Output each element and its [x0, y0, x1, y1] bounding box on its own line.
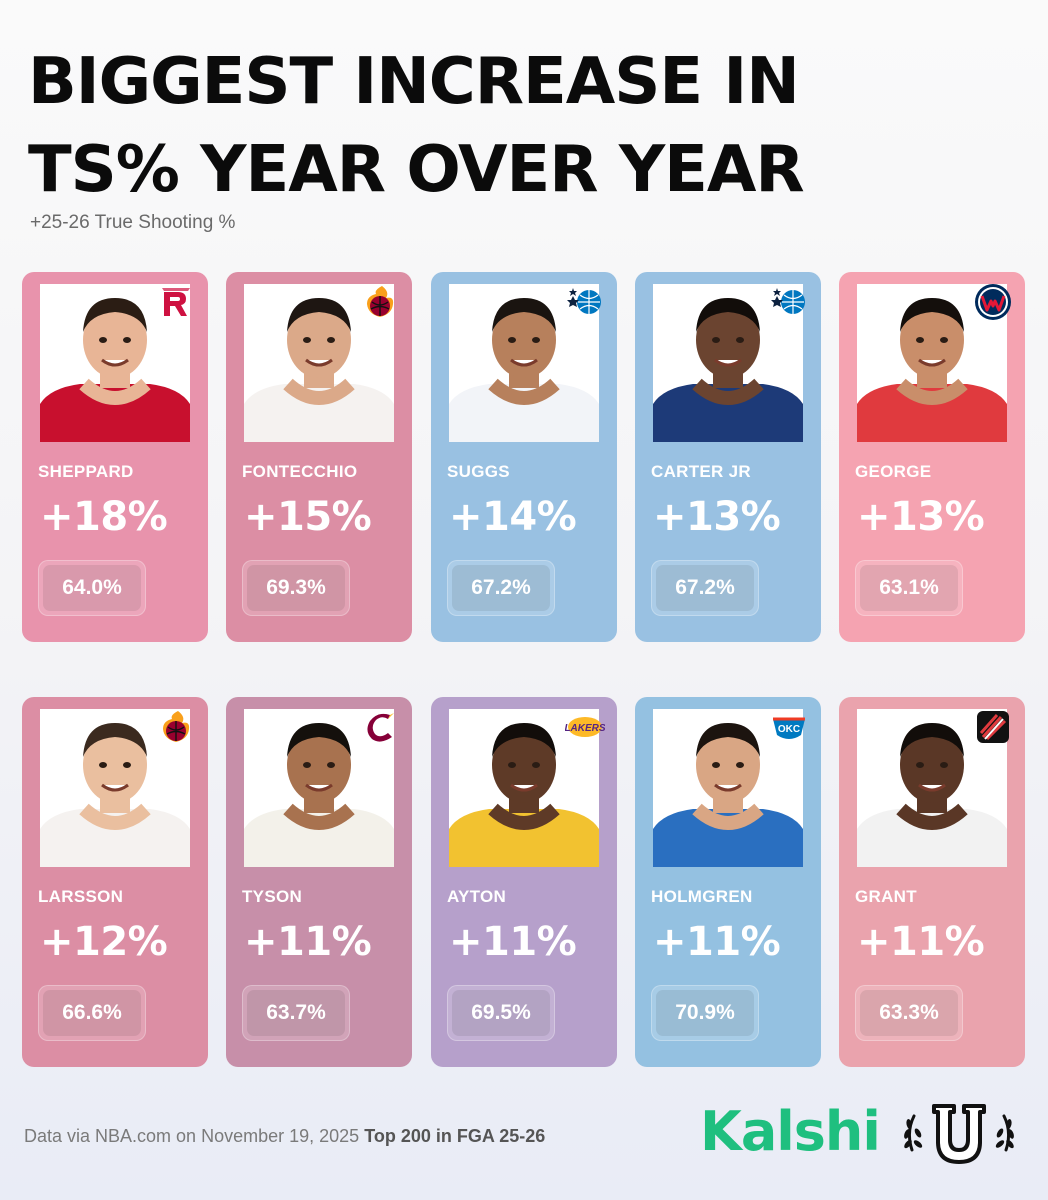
player-name: AYTON	[447, 887, 507, 906]
ts-increase: +11%	[857, 919, 985, 965]
ts-increase: +11%	[653, 919, 781, 965]
ts-value-badge: 64.0%	[38, 560, 146, 616]
player-photo	[653, 284, 803, 442]
ts-value: 70.9%	[656, 990, 754, 1036]
ts-value-badge: 70.9%	[651, 985, 759, 1041]
ts-value: 69.5%	[452, 990, 550, 1036]
cavaliers-logo-icon	[360, 707, 400, 747]
footer-qualifier: Top 200 in FGA 25-26	[364, 1126, 546, 1146]
svg-text:LAKERS: LAKERS	[565, 723, 605, 734]
ts-increase: +15%	[244, 494, 372, 540]
player-photo	[449, 709, 599, 867]
player-name: TYSON	[242, 887, 303, 906]
ts-value-badge: 67.2%	[651, 560, 759, 616]
title-line-1: BIGGEST INCREASE IN	[28, 45, 800, 119]
rockets-logo-icon	[156, 282, 196, 322]
player-photo	[244, 709, 394, 867]
player-name: HOLMGREN	[651, 887, 753, 906]
player-card: OKC HOLMGREN +11% 70.9%	[635, 697, 821, 1067]
trail-blazers-logo-icon	[973, 707, 1013, 747]
player-name: CARTER JR	[651, 462, 751, 481]
ts-value: 63.1%	[860, 565, 958, 611]
ts-value: 64.0%	[43, 565, 141, 611]
ts-value-badge: 67.2%	[447, 560, 555, 616]
ts-value-badge: 66.6%	[38, 985, 146, 1041]
thunder-logo-icon: OKC	[769, 707, 809, 747]
player-name: SHEPPARD	[38, 462, 134, 481]
ts-value-badge: 69.5%	[447, 985, 555, 1041]
player-photo	[244, 284, 394, 442]
title-line-2: TS% YEAR OVER YEAR	[28, 133, 805, 207]
ts-value-badge: 69.3%	[242, 560, 350, 616]
kalshi-logo: Kalshi	[700, 1100, 881, 1163]
player-card: SHEPPARD +18% 64.0%	[22, 272, 208, 642]
footer-source: Data via NBA.com on November 19, 2025 To…	[24, 1126, 545, 1147]
ts-value-badge: 63.7%	[242, 985, 350, 1041]
magic-logo-icon	[565, 282, 605, 322]
u-crest-logo-icon	[898, 1098, 1020, 1168]
player-card: LAKERS AYTON +11% 69.5%	[431, 697, 617, 1067]
lakers-logo-icon: LAKERS	[565, 707, 605, 747]
heat-logo-icon	[156, 707, 196, 747]
player-photo	[40, 709, 190, 867]
player-name: FONTECCHIO	[242, 462, 358, 481]
ts-increase: +18%	[40, 494, 168, 540]
wizards-logo-icon	[973, 282, 1013, 322]
player-photo	[857, 284, 1007, 442]
page-subtitle: +25-26 True Shooting %	[30, 212, 236, 233]
player-card: FONTECCHIO +15% 69.3%	[226, 272, 412, 642]
ts-value-badge: 63.1%	[855, 560, 963, 616]
ts-value: 63.3%	[860, 990, 958, 1036]
ts-increase: +11%	[244, 919, 372, 965]
player-name: LARSSON	[38, 887, 124, 906]
player-name: GRANT	[855, 887, 917, 906]
page-title: BIGGEST INCREASE IN TS% YEAR OVER YEAR	[28, 38, 1028, 214]
ts-value: 67.2%	[452, 565, 550, 611]
player-photo	[449, 284, 599, 442]
player-name: GEORGE	[855, 462, 932, 481]
ts-value: 69.3%	[247, 565, 345, 611]
ts-value: 63.7%	[247, 990, 345, 1036]
magic-logo-icon	[769, 282, 809, 322]
svg-text:OKC: OKC	[778, 724, 800, 735]
ts-value: 66.6%	[43, 990, 141, 1036]
player-card: CARTER JR +13% 67.2%	[635, 272, 821, 642]
ts-increase: +14%	[449, 494, 577, 540]
player-card: SUGGS +14% 67.2%	[431, 272, 617, 642]
ts-increase: +13%	[653, 494, 781, 540]
player-card: GEORGE +13% 63.1%	[839, 272, 1025, 642]
ts-increase: +13%	[857, 494, 985, 540]
footer-source-text: Data via NBA.com on November 19, 2025	[24, 1126, 360, 1146]
heat-logo-icon	[360, 282, 400, 322]
ts-increase: +11%	[449, 919, 577, 965]
player-card: TYSON +11% 63.7%	[226, 697, 412, 1067]
ts-increase: +12%	[40, 919, 168, 965]
player-card: LARSSON +12% 66.6%	[22, 697, 208, 1067]
player-name: SUGGS	[447, 462, 510, 481]
ts-value-badge: 63.3%	[855, 985, 963, 1041]
player-card: GRANT +11% 63.3%	[839, 697, 1025, 1067]
ts-value: 67.2%	[656, 565, 754, 611]
